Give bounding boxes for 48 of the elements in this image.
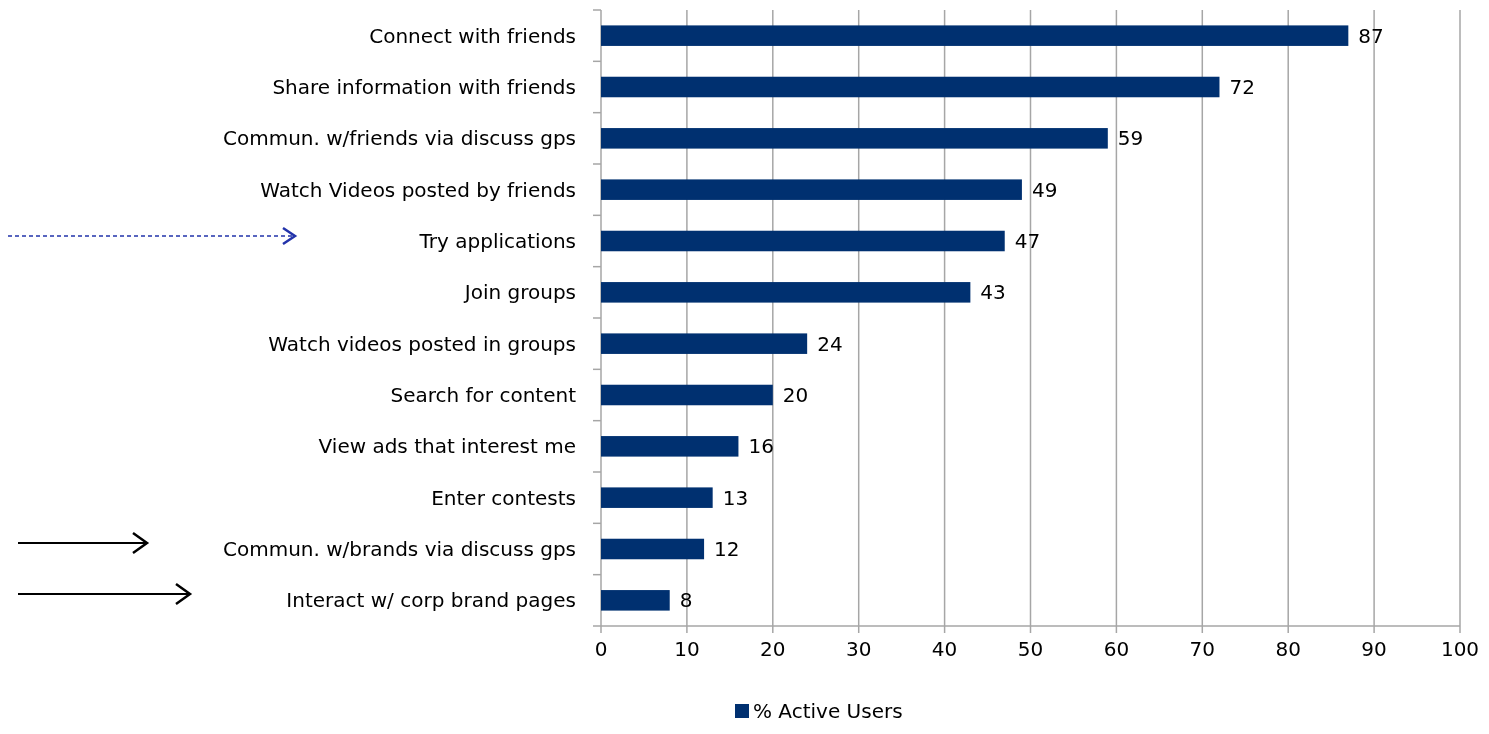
- bar: [601, 282, 971, 303]
- y-tick-label: Watch videos posted in groups: [268, 331, 576, 356]
- data-label: 12: [714, 537, 740, 561]
- data-label: 43: [980, 280, 1006, 305]
- x-tick-label: 20: [760, 637, 786, 661]
- y-tick-label: Commun. w/friends via discuss gps: [223, 126, 576, 151]
- bar: [601, 538, 705, 560]
- bar: [601, 25, 1349, 46]
- y-tick-label: Interact w/ corp brand pages: [286, 588, 576, 613]
- bar: [601, 333, 808, 354]
- y-tick-label: Commun. w/brands via discuss gps: [222, 537, 576, 561]
- data-label: 20: [782, 383, 809, 407]
- y-tick-label: Join groups: [462, 280, 576, 305]
- y-tick-label: Enter contests: [431, 485, 576, 510]
- bar: [601, 384, 773, 406]
- x-tick-label: 60: [1103, 637, 1130, 661]
- y-tick-label: View ads that interest me: [318, 434, 576, 459]
- data-label: 72: [1229, 75, 1255, 99]
- bar: [601, 230, 1005, 252]
- bar: [601, 179, 1022, 200]
- data-label: 24: [817, 331, 843, 356]
- x-tick-label: 10: [674, 637, 700, 661]
- bar: [601, 436, 739, 457]
- data-label: 59: [1117, 126, 1144, 151]
- bar: [601, 487, 713, 508]
- x-tick-label: 70: [1189, 637, 1216, 661]
- bar: [601, 76, 1220, 98]
- bar: [601, 128, 1108, 149]
- y-tick-label: Connect with friends: [369, 23, 576, 48]
- x-tick-label: 40: [931, 637, 958, 661]
- bar: [601, 590, 670, 611]
- x-tick-label: 50: [1017, 637, 1044, 661]
- x-tick-label: 0: [594, 637, 608, 661]
- x-tick-label: 90: [1361, 637, 1387, 661]
- y-tick-label: Share information with friends: [272, 75, 576, 99]
- y-tick-label: Search for content: [390, 383, 577, 407]
- data-label: 87: [1358, 23, 1384, 48]
- x-tick-label: 30: [845, 637, 872, 661]
- y-tick-label: Watch Videos posted by friends: [260, 177, 576, 202]
- x-tick-label: 100: [1440, 637, 1480, 661]
- x-tick-label: 80: [1275, 637, 1301, 661]
- data-label: 49: [1031, 177, 1058, 202]
- data-label: 16: [748, 434, 774, 459]
- data-label: 8: [679, 588, 693, 613]
- legend-label: % Active Users: [753, 699, 903, 723]
- data-label: 13: [722, 485, 749, 510]
- y-tick-label: Try applications: [418, 229, 576, 253]
- data-label: 47: [1014, 229, 1041, 253]
